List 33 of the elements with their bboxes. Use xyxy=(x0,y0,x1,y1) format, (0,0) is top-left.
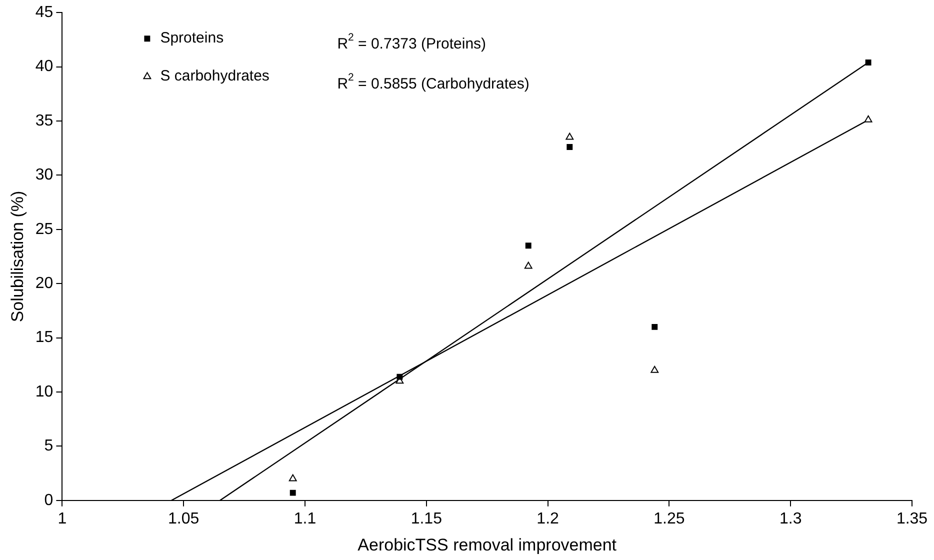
point xyxy=(652,324,658,330)
point xyxy=(864,115,872,122)
legend-label: Sproteins xyxy=(160,30,224,47)
y-tick-label: 45 xyxy=(35,4,54,22)
x-axis-title: AerobicTSS removal improvement xyxy=(358,535,617,554)
point xyxy=(524,262,532,269)
legend-label: S carbohydrates xyxy=(160,68,270,85)
y-tick-label: 10 xyxy=(35,383,54,400)
point xyxy=(525,242,532,249)
point xyxy=(396,374,403,380)
y-tick-label: 0 xyxy=(44,492,54,509)
y-tick-label: 20 xyxy=(35,275,54,292)
x-tick-label: 1.15 xyxy=(410,510,442,528)
x-tick-label: 1.1 xyxy=(294,510,316,528)
y-tick-label: 15 xyxy=(35,329,54,346)
y-tick-label: 30 xyxy=(35,166,54,184)
point xyxy=(566,144,573,150)
y-tick-label: 5 xyxy=(44,438,54,455)
point xyxy=(865,59,872,66)
x-tick-label: 1.2 xyxy=(536,510,560,528)
y-tick-label: 40 xyxy=(35,58,54,76)
y-tick-label: 35 xyxy=(35,112,54,130)
point xyxy=(650,366,659,373)
y-tick-label: 25 xyxy=(35,220,54,238)
x-tick-label: 1.25 xyxy=(654,510,685,528)
y-axis-title: Solubilisation (%) xyxy=(8,190,27,322)
point xyxy=(566,132,574,140)
point xyxy=(290,490,296,496)
x-tick-label: 1.05 xyxy=(168,510,200,528)
x-tick-label: 1.35 xyxy=(896,510,928,528)
point xyxy=(288,474,297,482)
x-tick-label: 1.3 xyxy=(779,510,802,528)
x-tick-label: 1 xyxy=(58,510,67,528)
